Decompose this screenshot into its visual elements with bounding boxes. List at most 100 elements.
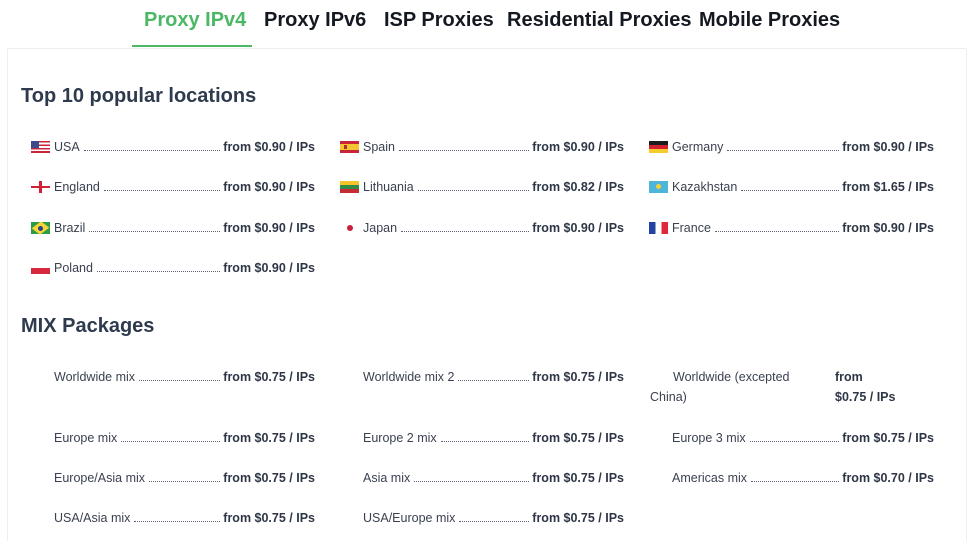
tab-proxy-ipv6[interactable]: Proxy IPv6 <box>264 9 367 31</box>
location-name: Poland <box>54 261 93 275</box>
dotted-leader <box>149 480 221 482</box>
location-row-japan[interactable]: Japan from $0.90 / IPs <box>330 218 624 238</box>
location-name: Japan <box>363 221 398 235</box>
location-price: from $0.90 / IPs <box>842 221 934 235</box>
location-price: from $0.90 / IPs <box>223 180 315 194</box>
location-name: Spain <box>363 140 395 154</box>
mix-name: USA/Europe mix <box>363 511 456 525</box>
mix-name: USA/Asia mix <box>54 511 131 525</box>
mix-row-worldwide-2[interactable]: Worldwide mix 2 from $0.75 / IPs <box>330 367 624 387</box>
poland-flag-icon <box>31 262 50 274</box>
active-tab-indicator <box>132 45 252 47</box>
dotted-leader <box>121 440 221 442</box>
dotted-leader <box>440 440 530 442</box>
location-name: USA <box>54 140 80 154</box>
mix-price: from $0.75 / IPs <box>842 431 934 445</box>
mix-price: from $0.75 / IPs <box>532 370 624 384</box>
location-name: England <box>54 180 100 194</box>
location-row-germany[interactable]: Germany from $0.90 / IPs <box>639 137 934 157</box>
japan-flag-icon <box>340 222 359 234</box>
lithuania-flag-icon <box>340 181 359 193</box>
mix-row-usa-asia[interactable]: USA/Asia mix from $0.75 / IPs <box>21 508 315 528</box>
mix-name: Worldwide mix <box>54 370 136 384</box>
location-row-poland[interactable]: Poland from $0.90 / IPs <box>21 258 315 278</box>
spain-flag-icon <box>340 141 359 153</box>
mix-price: from <box>835 370 863 384</box>
tab-isp-proxies[interactable]: ISP Proxies <box>384 9 494 31</box>
location-name: Lithuania <box>363 180 414 194</box>
us-flag-icon <box>31 141 50 153</box>
dotted-leader <box>83 149 221 151</box>
mix-name-continued: China) <box>650 390 687 404</box>
mix-row-europe-2[interactable]: Europe 2 mix from $0.75 / IPs <box>330 428 624 448</box>
mix-price: from $0.70 / IPs <box>842 471 934 485</box>
dotted-leader <box>139 379 221 381</box>
popular-locations-title: Top 10 popular locations <box>21 85 257 107</box>
dotted-leader <box>103 189 221 191</box>
location-row-brazil[interactable]: Brazil from $0.90 / IPs <box>21 218 315 238</box>
mix-row-asia[interactable]: Asia mix from $0.75 / IPs <box>330 468 624 488</box>
mix-name: Europe/Asia mix <box>54 471 146 485</box>
location-row-kazakhstan[interactable]: Kazakhstan from $1.65 / IPs <box>639 177 934 197</box>
pricing-card <box>7 48 967 541</box>
dotted-leader <box>414 480 530 482</box>
mix-price: from $0.75 / IPs <box>532 471 624 485</box>
france-flag-icon <box>649 222 668 234</box>
kazakhstan-flag-icon <box>649 181 668 193</box>
germany-flag-icon <box>649 141 668 153</box>
mix-row-europe-3[interactable]: Europe 3 mix from $0.75 / IPs <box>639 428 934 448</box>
dotted-leader <box>401 230 530 232</box>
dotted-leader <box>751 480 840 482</box>
location-row-usa[interactable]: USA from $0.90 / IPs <box>21 137 315 157</box>
location-price: from $0.90 / IPs <box>842 140 934 154</box>
location-price: from $0.90 / IPs <box>223 261 315 275</box>
mix-price: from $0.75 / IPs <box>223 471 315 485</box>
mix-row-worldwide[interactable]: Worldwide mix from $0.75 / IPs <box>21 367 315 387</box>
dotted-leader <box>96 270 221 272</box>
mix-price: from $0.75 / IPs <box>223 370 315 384</box>
dotted-leader <box>727 149 840 151</box>
location-price: from $0.90 / IPs <box>532 140 624 154</box>
mix-name: Europe 2 mix <box>363 431 437 445</box>
mix-name: Asia mix <box>363 471 411 485</box>
dotted-leader <box>458 379 530 381</box>
dotted-leader <box>714 230 840 232</box>
dotted-leader <box>459 520 530 522</box>
location-price: from $0.82 / IPs <box>532 180 624 194</box>
mix-name: Worldwide mix 2 <box>363 370 455 384</box>
mix-price: from $0.75 / IPs <box>532 431 624 445</box>
mix-price: from $0.75 / IPs <box>532 511 624 525</box>
tab-proxy-ipv4[interactable]: Proxy IPv4 <box>144 9 247 31</box>
location-row-lithuania[interactable]: Lithuania from $0.82 / IPs <box>330 177 624 197</box>
mix-price: from $0.75 / IPs <box>223 511 315 525</box>
mix-row-europe-asia[interactable]: Europe/Asia mix from $0.75 / IPs <box>21 468 315 488</box>
mix-row-americas[interactable]: Americas mix from $0.70 / IPs <box>639 468 934 488</box>
location-name: Germany <box>672 140 724 154</box>
dotted-leader <box>741 189 840 191</box>
location-row-spain[interactable]: Spain from $0.90 / IPs <box>330 137 624 157</box>
tab-mobile-proxies[interactable]: Mobile Proxies <box>699 9 841 31</box>
location-price: from $0.90 / IPs <box>532 221 624 235</box>
location-row-england[interactable]: England from $0.90 / IPs <box>21 177 315 197</box>
location-name: Kazakhstan <box>672 180 738 194</box>
mix-row-usa-europe[interactable]: USA/Europe mix from $0.75 / IPs <box>330 508 624 528</box>
dotted-leader <box>134 520 221 522</box>
location-row-france[interactable]: France from $0.90 / IPs <box>639 218 934 238</box>
brazil-flag-icon <box>31 222 50 234</box>
location-price: from $0.90 / IPs <box>223 221 315 235</box>
england-flag-icon <box>31 181 50 193</box>
mix-name: Europe 3 mix <box>672 431 746 445</box>
mix-row-europe[interactable]: Europe mix from $0.75 / IPs <box>21 428 315 448</box>
mix-name: Americas mix <box>672 471 748 485</box>
dotted-leader <box>89 230 221 232</box>
dotted-leader <box>398 149 530 151</box>
dotted-leader <box>417 189 530 191</box>
mix-price-continued: $0.75 / IPs <box>835 390 896 404</box>
dotted-leader <box>749 440 840 442</box>
product-tabs: Proxy IPv4 Proxy IPv6 ISP Proxies Reside… <box>0 0 970 48</box>
mix-price: from $0.75 / IPs <box>223 431 315 445</box>
tab-residential-proxies[interactable]: Residential Proxies <box>507 9 692 31</box>
mix-name: Europe mix <box>54 431 118 445</box>
location-name: France <box>672 221 711 235</box>
mix-packages-title: MIX Packages <box>21 315 155 337</box>
